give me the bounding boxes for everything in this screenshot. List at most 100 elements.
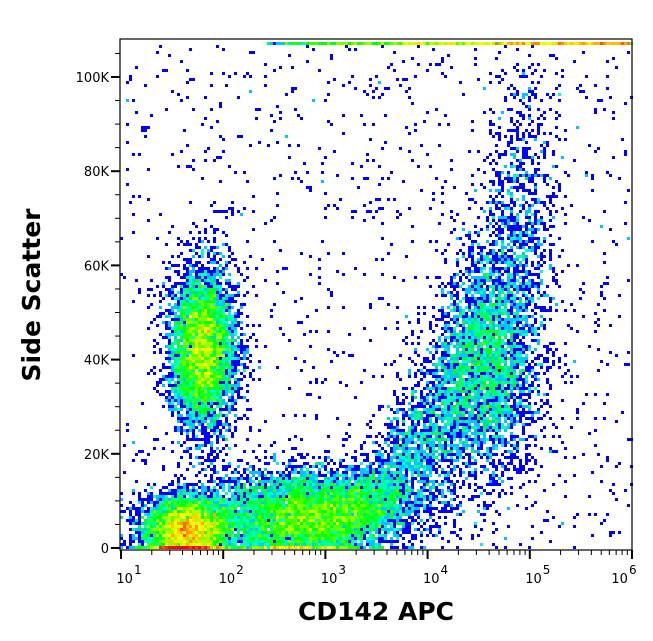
density-bin	[510, 186, 513, 189]
density-bin	[471, 450, 474, 453]
density-bin	[195, 387, 198, 390]
density-bin	[324, 525, 327, 528]
density-bin	[219, 339, 222, 342]
density-bin	[330, 498, 333, 501]
density-bin	[375, 546, 378, 549]
density-bin	[189, 429, 192, 432]
density-bin	[429, 453, 432, 456]
density-bin	[225, 498, 228, 501]
density-bin	[216, 483, 219, 486]
density-bin	[423, 426, 426, 429]
density-bin	[156, 390, 159, 393]
density-bin	[531, 120, 534, 123]
density-bin	[411, 417, 414, 420]
density-bin	[213, 324, 216, 327]
density-bin	[213, 357, 216, 360]
density-bin	[372, 507, 375, 510]
density-bin	[396, 486, 399, 489]
density-bin	[177, 300, 180, 303]
density-bin	[198, 429, 201, 432]
density-bin	[378, 504, 381, 507]
density-bin	[165, 510, 168, 513]
density-bin	[339, 507, 342, 510]
density-bin	[411, 471, 414, 474]
density-bin	[186, 276, 189, 279]
density-bin	[282, 489, 285, 492]
density-bin	[309, 519, 312, 522]
density-bin	[201, 240, 204, 243]
density-bin	[450, 447, 453, 450]
density-bin	[261, 504, 264, 507]
density-bin	[162, 378, 165, 381]
density-bin	[261, 477, 264, 480]
density-bin	[156, 381, 159, 384]
density-bin	[429, 468, 432, 471]
density-bin	[174, 516, 177, 519]
density-bin	[462, 354, 465, 357]
density-bin	[381, 522, 384, 525]
density-bin	[324, 504, 327, 507]
density-bin	[192, 375, 195, 378]
density-bin	[342, 492, 345, 495]
density-bin	[228, 513, 231, 516]
density-bin	[192, 291, 195, 294]
density-bin	[156, 342, 159, 345]
density-bin	[468, 384, 471, 387]
density-bin	[372, 477, 375, 480]
density-bin	[222, 297, 225, 300]
density-bin	[249, 543, 252, 546]
density-bin	[192, 372, 195, 375]
density-bin	[186, 438, 189, 441]
density-bin	[186, 261, 189, 264]
density-bin	[168, 501, 171, 504]
density-bin	[330, 540, 333, 543]
density-bin	[150, 546, 153, 549]
density-bin	[246, 351, 249, 354]
density-bin	[294, 504, 297, 507]
density-bin	[501, 441, 504, 444]
density-bin	[192, 396, 195, 399]
density-bin	[222, 519, 225, 522]
density-bin	[180, 315, 183, 318]
density-bin	[462, 405, 465, 408]
density-bin	[207, 366, 210, 369]
density-bin	[180, 330, 183, 333]
density-bin	[216, 273, 219, 276]
density-bin	[372, 525, 375, 528]
density-bin	[489, 312, 492, 315]
density-bin	[540, 258, 543, 261]
density-bin	[255, 537, 258, 540]
density-bin	[174, 303, 177, 306]
density-bin	[216, 384, 219, 387]
density-bin	[357, 528, 360, 531]
density-bin	[198, 402, 201, 405]
density-bin	[384, 513, 387, 516]
density-bin	[252, 498, 255, 501]
density-bin	[534, 96, 537, 99]
density-bin	[366, 498, 369, 501]
density-bin	[237, 312, 240, 315]
density-bin	[477, 234, 480, 237]
density-bin	[183, 324, 186, 327]
density-bin	[138, 501, 141, 504]
density-bin	[441, 489, 444, 492]
density-bin	[447, 345, 450, 348]
density-bin	[183, 321, 186, 324]
density-bin	[246, 276, 249, 279]
density-bin	[243, 294, 246, 297]
density-bin	[231, 315, 234, 318]
density-bin	[435, 372, 438, 375]
density-bin	[381, 546, 384, 549]
density-bin	[198, 291, 201, 294]
density-bin	[540, 315, 543, 318]
density-bin	[390, 519, 393, 522]
density-bin	[234, 522, 237, 525]
density-bin	[381, 525, 384, 528]
density-bin	[327, 540, 330, 543]
density-bin	[222, 372, 225, 375]
density-bin	[225, 384, 228, 387]
density-bin	[303, 492, 306, 495]
density-bin	[210, 510, 213, 513]
density-bin	[339, 528, 342, 531]
density-bin	[204, 384, 207, 387]
